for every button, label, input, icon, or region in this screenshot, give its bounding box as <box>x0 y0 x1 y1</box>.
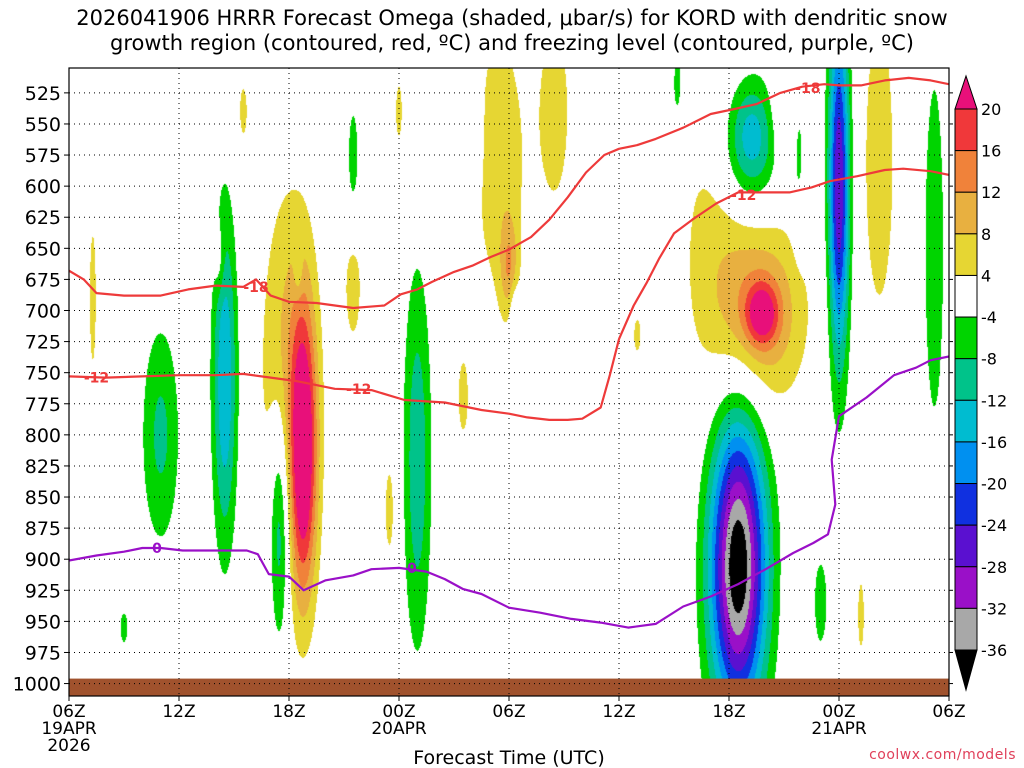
colorbar-label: -8 <box>981 350 997 369</box>
colorbar-bin <box>954 233 978 276</box>
colorbar: 20 16 12 8 4 -4 -8 -12 -16 -20 -24 -28 -32 -36 <box>954 74 1007 692</box>
y-tick-label: 700 <box>25 300 61 322</box>
dgz-upper-contour <box>69 76 949 310</box>
colorbar-bin <box>954 150 978 193</box>
y-tick-label: 525 <box>25 83 61 105</box>
x-tick-label: 00Z <box>822 702 855 722</box>
y-tick-label: 725 <box>25 332 61 354</box>
colorbar-bin <box>954 316 978 360</box>
plot-area: -18 -18 -12 -12 -12 0 0 <box>68 67 950 697</box>
title-line-2: growth region (contoured, red, ºC) and f… <box>110 31 914 55</box>
colorbar-bin <box>954 566 978 609</box>
x-tick-label: 00Z <box>382 702 415 722</box>
y-tick-label: 950 <box>25 611 61 633</box>
y-tick-label: 575 <box>25 145 61 167</box>
x-date-label: 21APR <box>811 719 867 739</box>
y-tick-label: 975 <box>25 642 61 664</box>
colorbar-bin <box>954 524 978 568</box>
y-tick-label: 750 <box>25 363 61 385</box>
x-tick-label: 18Z <box>272 702 305 722</box>
ground-layer <box>69 678 949 696</box>
x-tick-label: 06Z <box>52 702 85 722</box>
colorbar-bin <box>954 274 978 318</box>
dgz-lower-label: -12 <box>84 371 109 387</box>
colorbar-bin <box>954 607 978 651</box>
dgz-lower-contour <box>69 167 949 421</box>
y-axis: 525 550 575 600 625 650 675 700 725 750 775 800 825 8… <box>13 83 953 696</box>
y-tick-label: 825 <box>25 456 61 478</box>
y-tick-label: 875 <box>25 518 61 540</box>
x-date-label: 19APR <box>41 719 97 739</box>
colorbar-label: -12 <box>981 391 1007 410</box>
colorbar-label: 20 <box>981 100 1001 119</box>
ground-band <box>69 678 949 696</box>
dgz-upper-label: -18 <box>243 280 268 296</box>
colorbar-bin <box>954 483 978 526</box>
colorbar-label: 16 <box>981 142 1001 161</box>
colorbar-label: -16 <box>981 433 1007 452</box>
chart-title: 2026041906 HRRR Forecast Omega (shaded, … <box>0 6 1024 56</box>
x-tick-label: 12Z <box>602 702 635 722</box>
y-tick-label: 625 <box>25 207 61 229</box>
y-tick-label: 675 <box>25 269 61 291</box>
colorbar-bottom-triangle <box>954 649 978 692</box>
x-date-label: 20APR <box>371 719 427 739</box>
y-tick-label: 650 <box>25 238 61 260</box>
y-tick-label: 800 <box>25 425 61 447</box>
colorbar-bin <box>954 191 978 235</box>
x-tick-label: 06Z <box>932 702 965 722</box>
dgz-upper-label: -18 <box>795 81 820 97</box>
y-tick-label: 925 <box>25 580 61 602</box>
freezing-level-label: 0 <box>152 541 162 557</box>
x-tick-label: 06Z <box>492 702 525 722</box>
y-tick-label: 550 <box>25 114 61 136</box>
colorbar-bin <box>954 399 978 443</box>
freezing-level-label: 0 <box>407 561 417 577</box>
colorbar-bin <box>954 358 978 401</box>
colorbar-label: -32 <box>981 599 1007 618</box>
x-tick-label: 18Z <box>712 702 745 722</box>
colorbar-label: -36 <box>981 641 1007 660</box>
y-tick-label: 900 <box>25 549 61 571</box>
freezing-level-contour <box>69 355 949 629</box>
grid-layer <box>69 68 949 696</box>
y-tick-label: 1000 <box>13 674 61 696</box>
colorbar-bin <box>954 108 978 152</box>
credit-text: coolwx.com/models <box>869 747 1016 763</box>
colorbar-label: -24 <box>981 516 1007 535</box>
y-tick-label: 850 <box>25 487 61 509</box>
y-tick-label: 775 <box>25 394 61 416</box>
colorbar-label: 8 <box>981 225 991 244</box>
colorbar-label: 12 <box>981 183 1001 202</box>
x-tick-label: 12Z <box>162 702 195 722</box>
dgz-lower-label: -12 <box>731 188 756 204</box>
colorbar-label: -28 <box>981 558 1007 577</box>
contour-layer: -18 -18 -12 -12 -12 0 0 <box>69 76 949 629</box>
x-year-label: 2026 <box>47 736 90 756</box>
omega-shading <box>69 68 949 696</box>
colorbar-label: -20 <box>981 475 1007 494</box>
colorbar-label: -4 <box>981 308 997 327</box>
x-axis-title: Forecast Time (UTC) <box>413 747 604 768</box>
colorbar-label: 4 <box>981 266 991 285</box>
y-tick-label: 600 <box>25 176 61 198</box>
title-line-1: 2026041906 HRRR Forecast Omega (shaded, … <box>76 6 948 30</box>
dgz-lower-label: -12 <box>346 382 371 398</box>
colorbar-bin <box>954 441 978 485</box>
colorbar-top-triangle <box>954 74 978 110</box>
